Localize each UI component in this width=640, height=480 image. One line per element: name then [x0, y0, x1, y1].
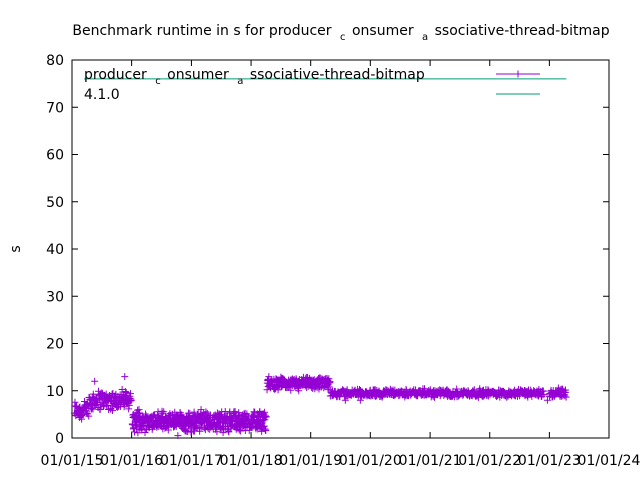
- data-point: [232, 425, 240, 433]
- y-axis-label: s: [8, 245, 24, 252]
- data-point: [125, 405, 133, 413]
- data-point: [261, 408, 269, 416]
- data-point: [121, 388, 129, 396]
- data-point-outlier: [174, 432, 182, 440]
- data-point-outlier: [265, 373, 273, 381]
- legend-label-series-1: producer c onsumer a ssociative-thread-b…: [84, 67, 425, 88]
- data-point: [225, 428, 233, 436]
- y-tick-label: 30: [46, 289, 64, 305]
- legend: producer c onsumer a ssociative-thread-b…: [84, 67, 540, 103]
- x-tick-label: 01/01/23: [518, 453, 581, 469]
- y-tick-label: 0: [55, 431, 64, 447]
- legend-label-subscript-2: a: [237, 76, 243, 87]
- data-point-outlier: [121, 373, 129, 381]
- x-tick-label: 01/01/24: [578, 453, 640, 469]
- data-point: [241, 409, 249, 417]
- data-point-outlier: [197, 406, 205, 414]
- y-tick-label: 60: [46, 148, 64, 164]
- x-tick-label: 01/01/19: [279, 453, 342, 469]
- data-point: [539, 387, 547, 395]
- data-point: [160, 408, 168, 416]
- y-tick-label: 50: [46, 195, 64, 211]
- data-point: [114, 403, 122, 411]
- y-axis: 0 10 20 30 40 50 60 70 80: [46, 53, 609, 447]
- data-point: [326, 378, 334, 386]
- legend-label-subscript-1: c: [155, 76, 161, 87]
- chart-title: Benchmark runtime in s for producer c on…: [72, 23, 609, 44]
- y-tick-label: 80: [46, 53, 64, 69]
- data-point: [127, 396, 135, 404]
- x-tick-label: 01/01/22: [458, 453, 521, 469]
- data-point: [85, 412, 93, 420]
- y-tick-label: 70: [46, 100, 64, 116]
- y-tick-label: 40: [46, 242, 64, 258]
- data-point-outlier: [341, 396, 349, 404]
- data-point: [219, 429, 227, 437]
- data-point-outlier: [91, 377, 99, 385]
- data-point-outlier: [543, 396, 551, 404]
- legend-label-part-2: onsumer: [167, 67, 229, 83]
- data-point: [141, 428, 149, 436]
- legend-label-series-2: 4.1.0: [84, 87, 120, 103]
- data-point: [79, 411, 87, 419]
- data-point-outlier: [356, 396, 364, 404]
- legend-label-part-3: ssociative-thread-bitmap: [250, 67, 425, 83]
- legend-sample-marker: [514, 70, 522, 78]
- data-point: [109, 406, 117, 414]
- x-tick-label: 01/01/21: [399, 453, 462, 469]
- legend-label-part-1: producer: [84, 67, 147, 83]
- chart-title-part-1: Benchmark runtime in s for producer: [72, 23, 331, 39]
- plot-border: [71, 59, 610, 439]
- x-tick-label: 01/01/15: [41, 453, 104, 469]
- data-point-outlier: [78, 415, 86, 423]
- data-point: [196, 427, 204, 435]
- data-point: [235, 409, 243, 417]
- data-point: [262, 426, 270, 434]
- x-tick-label: 01/01/20: [339, 453, 402, 469]
- y-tick-label: 10: [46, 384, 64, 400]
- data-point: [325, 375, 333, 383]
- chart-title-subscript-1: c: [340, 32, 346, 43]
- x-tick-label: 01/01/17: [160, 453, 223, 469]
- data-point-outlier: [295, 387, 303, 395]
- data-point: [213, 428, 221, 436]
- y-tick-label: 20: [46, 337, 64, 353]
- x-axis: 01/01/1501/01/1601/01/1701/01/1801/01/19…: [41, 60, 640, 469]
- legend-sample-series-1: [496, 70, 540, 78]
- data-point: [102, 390, 110, 398]
- plot-area: [70, 78, 570, 440]
- data-point: [235, 426, 243, 434]
- chart-title-part-3: ssociative-thread-bitmap: [435, 23, 610, 39]
- data-point: [453, 385, 461, 393]
- data-point: [89, 405, 97, 413]
- data-point: [496, 393, 504, 401]
- data-point: [562, 386, 570, 394]
- data-point: [261, 412, 269, 420]
- data-point: [562, 393, 570, 401]
- chart-title-part-2: onsumer: [352, 23, 414, 39]
- data-point: [540, 391, 548, 399]
- data-point: [125, 401, 133, 409]
- x-tick-label: 01/01/16: [100, 453, 163, 469]
- chart-title-subscript-2: a: [422, 32, 428, 43]
- data-point-outlier: [135, 406, 143, 414]
- data-point: [262, 413, 270, 421]
- x-tick-label: 01/01/18: [220, 453, 283, 469]
